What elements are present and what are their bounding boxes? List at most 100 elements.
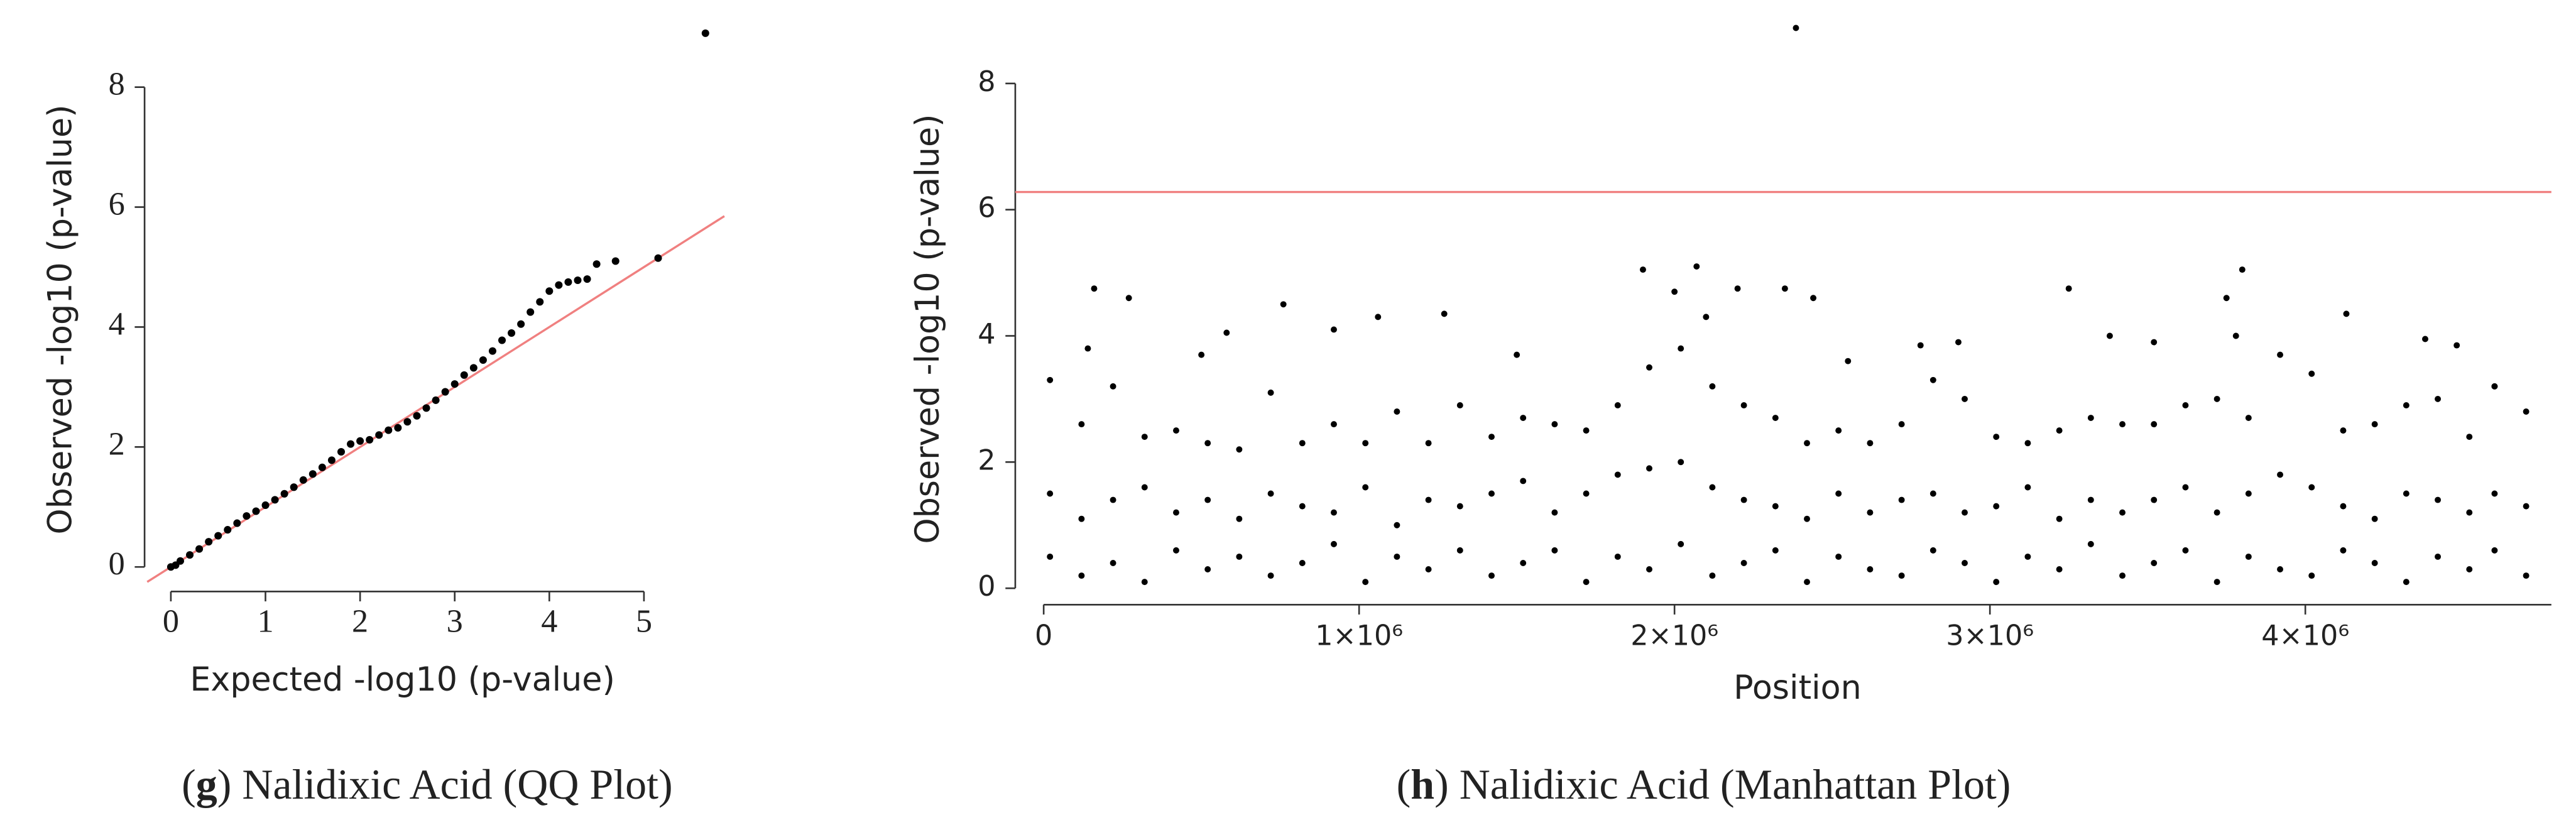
y-tick-label: 2: [978, 444, 995, 476]
point: [1709, 572, 1716, 579]
point: [2024, 440, 2031, 447]
point: [1709, 484, 1716, 491]
point: [1929, 490, 1936, 497]
point: [1299, 440, 1306, 447]
point: [2308, 572, 2315, 579]
point: [2065, 285, 2072, 292]
point: [1835, 490, 1842, 497]
point: [1646, 566, 1652, 572]
point: [1709, 383, 1716, 390]
x-axis-label: Expected -log10 (p-value): [190, 660, 614, 699]
point: [2435, 553, 2442, 560]
point: [1362, 440, 1369, 447]
point: [2119, 421, 2126, 428]
point: [1299, 503, 1306, 510]
point: [2119, 572, 2126, 579]
point: [1236, 446, 1243, 453]
point: [1646, 364, 1652, 371]
point: [2056, 566, 2063, 572]
point: [1583, 490, 1590, 497]
y-axis-label: Observed -log10 (p-value): [909, 114, 947, 544]
point: [545, 287, 554, 295]
point: [394, 424, 402, 432]
point: [385, 426, 393, 434]
point: [1772, 503, 1779, 510]
point: [2245, 415, 2252, 422]
point: [432, 396, 440, 404]
point: [555, 281, 563, 289]
point: [460, 371, 468, 379]
point: [1793, 25, 1799, 31]
point: [243, 512, 251, 520]
point: [1047, 553, 1054, 560]
point: [1583, 427, 1590, 434]
point: [450, 380, 459, 388]
point: [654, 254, 662, 262]
point: [1867, 509, 1874, 516]
point: [2087, 415, 2094, 422]
point: [536, 298, 544, 306]
point: [347, 440, 355, 448]
point: [2245, 490, 2252, 497]
point: [1331, 540, 1337, 547]
point: [2151, 560, 2158, 566]
point: [1267, 490, 1274, 497]
point: [1678, 459, 1684, 466]
point: [1091, 285, 1098, 292]
point: [2056, 515, 2063, 522]
point: [1204, 496, 1211, 503]
point: [1955, 339, 1962, 346]
point: [290, 483, 298, 491]
point: [1993, 579, 2000, 586]
point: [1898, 496, 1905, 503]
point: [2056, 427, 2063, 434]
caption: (h) Nalidixic Acid (Manhattan Plot): [1397, 760, 2011, 808]
point: [403, 418, 412, 426]
point: [1173, 427, 1179, 434]
point: [498, 336, 506, 344]
point: [1514, 351, 1520, 358]
point: [2151, 339, 2158, 346]
point: [611, 257, 619, 265]
point: [2453, 342, 2460, 349]
y-tick-label: 6: [109, 186, 125, 222]
point: [1835, 427, 1842, 434]
point: [1734, 285, 1741, 292]
point: [592, 260, 601, 268]
point: [2182, 484, 2189, 491]
point: [469, 364, 478, 372]
point: [441, 388, 449, 396]
point: [1583, 579, 1590, 586]
point: [1047, 490, 1054, 497]
point: [1646, 465, 1652, 472]
point: [574, 276, 582, 285]
x-tick-label: 3×10⁶: [1946, 620, 2034, 652]
point: [1962, 560, 1968, 566]
point: [2213, 579, 2220, 586]
point: [2277, 566, 2284, 572]
x-tick-label: 4×10⁶: [2261, 620, 2349, 652]
point: [195, 545, 204, 553]
point: [233, 519, 241, 527]
point: [1804, 515, 1810, 522]
point: [2435, 496, 2442, 503]
point: [2340, 547, 2347, 554]
point: [214, 532, 222, 540]
caption-part: (: [1397, 760, 1411, 808]
point: [1375, 314, 1382, 320]
point: [1917, 342, 1924, 349]
point: [517, 320, 525, 328]
point: [1141, 434, 1148, 440]
point: [1394, 553, 1400, 560]
point: [1078, 421, 1085, 428]
point: [1551, 547, 1558, 554]
x-tick-label: 0: [163, 603, 179, 640]
point: [527, 308, 535, 316]
x-tick-label: 4: [541, 603, 557, 640]
point: [327, 456, 336, 464]
y-tick-label: 0: [109, 545, 125, 582]
point: [1141, 484, 1148, 491]
point: [1299, 560, 1306, 566]
